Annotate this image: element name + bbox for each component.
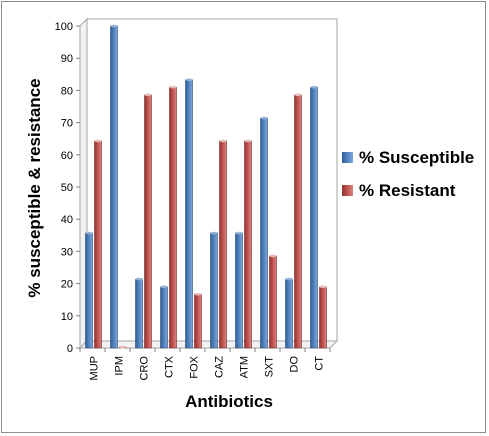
bar-cap bbox=[85, 231, 93, 235]
bar-atm-susceptible bbox=[235, 232, 243, 349]
bar-fox-susceptible bbox=[185, 79, 193, 349]
y-tick-label: 60 bbox=[61, 150, 73, 162]
bars-group bbox=[85, 24, 327, 349]
bar-cap bbox=[94, 139, 102, 143]
x-tick-label: CT bbox=[314, 356, 326, 371]
y-tick-label: 50 bbox=[61, 182, 73, 194]
x-tick-label: CRO bbox=[139, 356, 151, 381]
bar-cap bbox=[310, 85, 318, 89]
bar-cap bbox=[110, 24, 118, 28]
bar-cap bbox=[269, 254, 277, 258]
bar-cap bbox=[285, 277, 293, 281]
bar-cap bbox=[294, 93, 302, 97]
x-tick-label: IPM bbox=[114, 356, 126, 376]
bar-sxt-susceptible bbox=[260, 117, 268, 349]
bar-ct-susceptible bbox=[310, 86, 318, 349]
bar-cap bbox=[194, 292, 202, 296]
bar-cap bbox=[144, 93, 152, 97]
bar-sxt-resistant bbox=[269, 255, 277, 349]
x-axis-ticks: MUP IPM CRO CTX FOX CAZ ATM SXT DO CT bbox=[79, 348, 331, 381]
bar-cap bbox=[210, 231, 218, 235]
y-tick-label: 80 bbox=[61, 85, 73, 97]
y-tick-label: 0 bbox=[67, 343, 73, 355]
legend-label: % Susceptible bbox=[359, 148, 474, 167]
bar-cro-susceptible bbox=[135, 278, 143, 349]
x-tick-label: SXT bbox=[264, 356, 276, 378]
legend-swatch bbox=[342, 152, 353, 163]
bar-caz-resistant bbox=[219, 140, 227, 349]
x-tick-label: DO bbox=[289, 356, 301, 373]
x-tick-label: CAZ bbox=[214, 356, 226, 378]
bar-atm-resistant bbox=[244, 140, 252, 349]
bar-cro-resistant bbox=[144, 94, 152, 349]
bar-ctx-susceptible bbox=[160, 286, 168, 349]
x-tick-label: FOX bbox=[189, 355, 201, 378]
y-axis-title: % susceptible & resistance bbox=[25, 78, 44, 297]
bar-cap bbox=[319, 285, 327, 289]
bar-cap bbox=[135, 277, 143, 281]
bar-caz-susceptible bbox=[210, 232, 218, 349]
bar-cap bbox=[169, 85, 177, 89]
bar-cap bbox=[160, 285, 168, 289]
legend-label: % Resistant bbox=[359, 181, 456, 200]
y-tick-label: 30 bbox=[61, 246, 73, 258]
legend-swatch bbox=[342, 185, 353, 196]
x-tick-label: CTX bbox=[164, 355, 176, 378]
x-axis-title: Antibiotics bbox=[185, 392, 273, 411]
bar-cap bbox=[260, 116, 268, 120]
bar-ctx-resistant bbox=[169, 86, 177, 349]
y-tick-label: 90 bbox=[61, 53, 73, 65]
y-tick-label: 100 bbox=[55, 21, 73, 33]
bar-cap bbox=[235, 231, 243, 235]
bar-cap bbox=[244, 139, 252, 143]
bar-do-susceptible bbox=[285, 278, 293, 349]
bar-cap bbox=[119, 345, 127, 349]
y-tick-label: 10 bbox=[61, 311, 73, 323]
bar-mup-resistant bbox=[94, 140, 102, 349]
bar-ct-resistant bbox=[319, 286, 327, 349]
bar-do-resistant bbox=[294, 94, 302, 349]
y-axis-ticks: 0 10 20 30 40 50 60 70 80 90 100 bbox=[55, 21, 80, 355]
y-tick-label: 20 bbox=[61, 279, 73, 291]
legend: % Susceptible % Resistant bbox=[342, 148, 474, 200]
bar-cap bbox=[185, 78, 193, 82]
x-tick-label: ATM bbox=[239, 356, 251, 378]
bar-cap bbox=[219, 139, 227, 143]
x-tick-label: MUP bbox=[89, 356, 101, 380]
bar-mup-susceptible bbox=[85, 232, 93, 349]
bar-ipm-susceptible bbox=[110, 25, 118, 349]
y-tick-label: 40 bbox=[61, 214, 73, 226]
bar-fox-resistant bbox=[194, 293, 202, 349]
y-tick-label: 70 bbox=[61, 118, 73, 130]
